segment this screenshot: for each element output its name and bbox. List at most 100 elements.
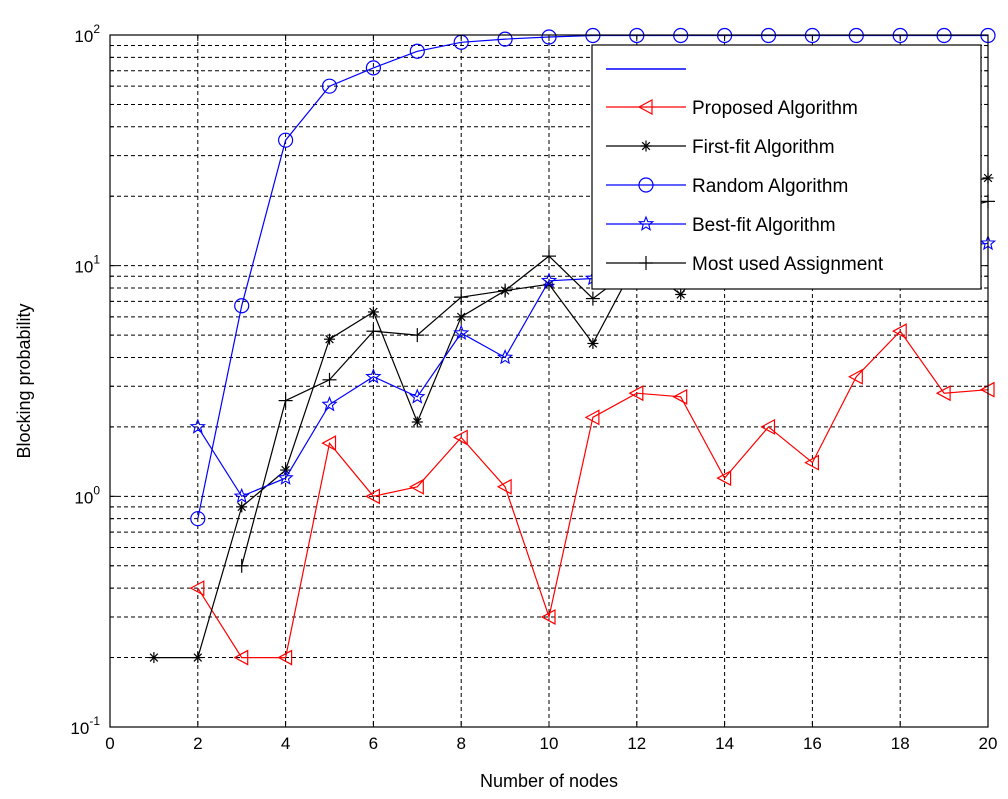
data-point xyxy=(848,368,863,385)
data-point xyxy=(584,409,600,426)
triangle-marker-shape xyxy=(365,488,380,505)
data-point xyxy=(760,418,776,435)
data-point xyxy=(321,78,338,94)
asterisk-marker-stroke xyxy=(193,653,203,662)
legend-marker xyxy=(640,140,652,152)
data-point xyxy=(935,385,951,402)
legend-marker xyxy=(639,256,653,270)
x-tick-label: 10 xyxy=(540,734,559,753)
data-point xyxy=(452,429,468,446)
data-point xyxy=(498,283,513,298)
star-marker-shape xyxy=(637,215,655,231)
data-point xyxy=(542,249,556,264)
asterisk-marker-stroke xyxy=(325,334,334,344)
data-point xyxy=(148,652,160,664)
legend-entry: Random Algorithm xyxy=(606,176,848,197)
data-point xyxy=(322,372,337,387)
data-point xyxy=(409,478,424,495)
data-point xyxy=(496,349,514,365)
legend-entry: Proposed Algorithm xyxy=(606,98,858,119)
x-axis-label: Number of nodes xyxy=(480,771,618,791)
asterisk-marker-stroke xyxy=(237,502,246,512)
star-marker-shape xyxy=(277,469,294,485)
data-point xyxy=(675,288,687,300)
star-marker-shape xyxy=(365,368,382,384)
triangle-marker-shape xyxy=(496,478,512,495)
series-line xyxy=(197,330,989,659)
x-tick-label: 2 xyxy=(193,734,202,753)
triangle-marker-shape xyxy=(277,649,293,666)
data-point xyxy=(365,60,381,76)
star-marker-shape xyxy=(540,272,558,288)
star-marker-shape xyxy=(496,349,514,365)
circle-marker-shape xyxy=(190,511,206,527)
asterisk-marker-stroke xyxy=(413,417,422,427)
data-point xyxy=(189,580,205,597)
legend-marker xyxy=(638,177,654,193)
circle-marker-shape xyxy=(234,298,250,314)
y-tick-base: 10 xyxy=(74,258,93,277)
data-point xyxy=(804,454,820,471)
legend-marker xyxy=(637,98,653,116)
series-proposed-algorithm xyxy=(189,323,995,666)
data-point xyxy=(891,323,907,340)
y-tick-exponent: -1 xyxy=(89,714,100,728)
data-point xyxy=(409,43,425,59)
triangle-marker-shape xyxy=(891,323,907,340)
y-tick-exponent: 0 xyxy=(93,483,100,497)
circle-marker-shape xyxy=(278,132,294,148)
x-tick-label: 8 xyxy=(456,734,465,753)
circle-marker-shape xyxy=(365,60,381,76)
data-point xyxy=(190,511,206,527)
triangle-marker-shape xyxy=(935,385,951,402)
data-point xyxy=(189,418,206,434)
triangle-marker-shape xyxy=(848,368,863,385)
star-marker-shape xyxy=(453,324,470,341)
triangle-marker-shape xyxy=(409,478,424,495)
legend: Proposed Algorithm First-fit Algorithm Ran… xyxy=(591,44,982,290)
triangle-marker-shape xyxy=(716,470,732,487)
circle-marker-shape xyxy=(638,177,654,193)
data-point xyxy=(587,337,599,349)
triangle-marker-shape xyxy=(233,649,249,666)
asterisk-marker-stroke xyxy=(676,290,685,299)
data-point xyxy=(455,311,467,323)
data-point xyxy=(585,291,600,306)
triangle-marker-shape xyxy=(760,418,776,435)
data-point xyxy=(233,649,249,666)
data-point xyxy=(278,393,293,408)
data-point xyxy=(716,470,732,487)
triangle-marker-shape xyxy=(452,429,468,446)
asterisk-marker-stroke xyxy=(456,312,466,322)
asterisk-marker-stroke xyxy=(588,339,598,348)
data-point xyxy=(277,469,294,485)
x-tick-label: 16 xyxy=(803,734,822,753)
data-point xyxy=(234,558,249,573)
data-point xyxy=(366,324,381,339)
legend-marker xyxy=(637,215,655,231)
data-point xyxy=(321,435,337,452)
data-point xyxy=(496,478,512,495)
legend-entry: Best-fit Algorithm xyxy=(606,215,836,236)
data-point xyxy=(672,388,688,405)
legend-entry: First-fit Algorithm xyxy=(606,137,835,158)
circle-marker-shape xyxy=(497,31,513,47)
y-tick-base: 10 xyxy=(74,488,93,507)
data-point xyxy=(233,487,250,504)
x-tick-label: 18 xyxy=(891,734,910,753)
y-tick-exponent: 2 xyxy=(93,22,100,36)
data-point xyxy=(324,333,335,345)
legend-label: First-fit Algorithm xyxy=(692,137,835,158)
data-point xyxy=(365,368,382,384)
y-tick-label: 10-1 xyxy=(70,714,100,738)
data-point xyxy=(540,608,556,625)
data-point xyxy=(541,29,557,45)
triangle-marker-shape xyxy=(637,98,653,116)
data-point xyxy=(192,652,204,664)
x-tick-label: 14 xyxy=(715,734,734,753)
y-tick-exponent: 1 xyxy=(93,253,100,267)
star-marker-shape xyxy=(233,487,250,504)
legend-box xyxy=(591,44,982,290)
legend-label: Random Algorithm xyxy=(692,176,848,197)
